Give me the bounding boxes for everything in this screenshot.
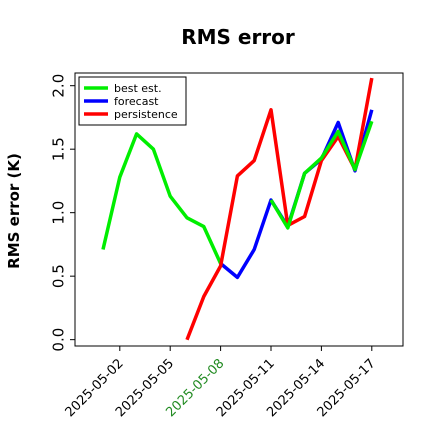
y-tick-label: 0.5	[50, 264, 68, 288]
series-line-persistence	[185, 77, 374, 341]
y-tick-label: 2.0	[50, 74, 68, 98]
series-line-green-overlay	[269, 120, 374, 230]
y-tick-label: 0.0	[50, 328, 68, 352]
chart-title: RMS error	[181, 25, 295, 49]
y-tick-label: 1.0	[50, 201, 68, 225]
series-line-forecast	[219, 109, 374, 280]
plot-area	[74, 72, 404, 347]
plot-lines	[101, 77, 374, 341]
series-line-best-est	[101, 132, 223, 265]
legend-label: forecast	[114, 95, 159, 108]
y-tick-label: 1.5	[50, 137, 68, 161]
y-axis-label: RMS error (K)	[5, 153, 23, 269]
y-ticks: 0.0 0.5 1.0 1.5 2.0	[50, 74, 75, 352]
legend-label: persistence	[114, 108, 178, 121]
x-ticks: 2025-05-022025-05-052025-05-082025-05-11…	[63, 346, 379, 420]
legend-label: best est.	[114, 82, 162, 95]
